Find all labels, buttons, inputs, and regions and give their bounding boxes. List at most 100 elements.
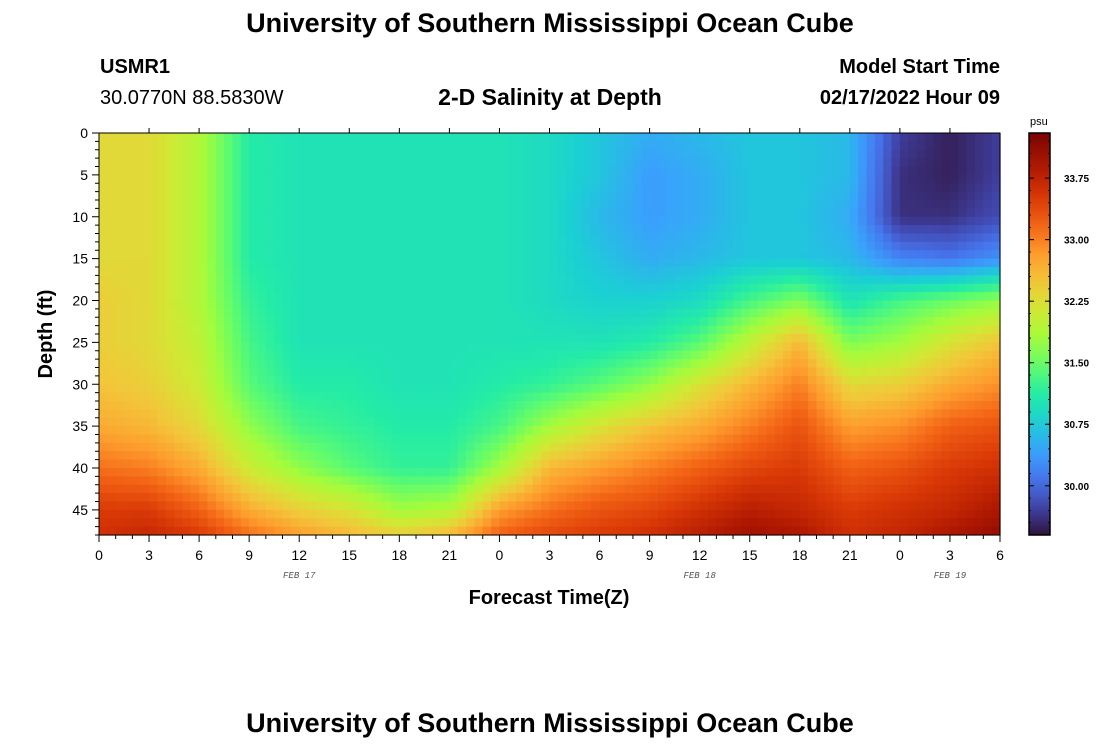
- heatmap-cell: [207, 200, 217, 209]
- heatmap-cell: [557, 459, 567, 469]
- heatmap-cell: [174, 392, 184, 402]
- heatmap-cell: [207, 442, 217, 452]
- heatmap-cell: [607, 359, 617, 369]
- heatmap-cell: [682, 317, 692, 327]
- heatmap-cell: [541, 434, 551, 444]
- heatmap-cell: [649, 292, 659, 302]
- heatmap-cell: [532, 166, 542, 176]
- heatmap-cell: [916, 275, 926, 285]
- heatmap-cell: [240, 367, 250, 377]
- heatmap-cell: [224, 191, 234, 201]
- heatmap-cell: [274, 267, 284, 276]
- heatmap-cell: [974, 426, 984, 436]
- heatmap-cell: [332, 442, 342, 452]
- heatmap-cell: [190, 442, 200, 452]
- heatmap-cell: [199, 267, 209, 276]
- heatmap-cell: [174, 468, 184, 477]
- heatmap-cell: [666, 501, 676, 511]
- heatmap-cell: [432, 392, 442, 402]
- heatmap-cell: [899, 367, 909, 377]
- heatmap-cell: [532, 426, 542, 436]
- heatmap-cell: [499, 493, 509, 503]
- heatmap-cell: [816, 375, 826, 385]
- heatmap-cell: [816, 384, 826, 394]
- heatmap-cell: [382, 141, 392, 151]
- heatmap-cell: [557, 275, 567, 285]
- heatmap-cell: [249, 208, 259, 218]
- heatmap-cell: [733, 442, 742, 452]
- heatmap-cell: [491, 241, 501, 251]
- heatmap-cell: [382, 267, 392, 276]
- heatmap-cell: [641, 158, 651, 168]
- heatmap-cell: [799, 401, 809, 410]
- heatmap-cell: [791, 476, 801, 486]
- heatmap-cell: [841, 250, 851, 260]
- heatmap-cell: [282, 392, 292, 402]
- heatmap-cell: [474, 417, 484, 427]
- heatmap-cell: [224, 200, 234, 209]
- heatmap-cell: [499, 325, 509, 335]
- heatmap-cell: [549, 141, 559, 151]
- heatmap-cell: [249, 233, 259, 243]
- heatmap-cell: [240, 174, 250, 184]
- heatmap-cell: [140, 283, 150, 293]
- heatmap-cell: [607, 342, 617, 352]
- heatmap-cell: [482, 493, 492, 503]
- heatmap-cell: [407, 342, 417, 352]
- heatmap-cell: [215, 476, 225, 486]
- heatmap-cell: [207, 509, 217, 519]
- heatmap-cell: [174, 317, 184, 327]
- heatmap-cell: [983, 174, 993, 184]
- heatmap-cell: [474, 267, 484, 276]
- heatmap-cell: [824, 434, 834, 444]
- heatmap-cell: [774, 342, 784, 352]
- heatmap-cell: [816, 484, 826, 494]
- heatmap-cell: [991, 367, 1001, 377]
- heatmap-cell: [115, 275, 125, 285]
- heatmap-cell: [424, 191, 434, 201]
- heatmap-cell: [708, 384, 717, 394]
- heatmap-cell: [407, 417, 417, 427]
- heatmap-cell: [290, 149, 300, 159]
- heatmap-cell: [474, 200, 484, 209]
- heatmap-cell: [657, 426, 667, 436]
- heatmap-cell: [899, 250, 909, 260]
- heatmap-cell: [215, 166, 225, 176]
- heatmap-cell: [274, 375, 284, 385]
- heatmap-cell: [933, 149, 943, 159]
- heatmap-cell: [115, 233, 125, 243]
- heatmap-cell: [816, 476, 826, 486]
- heatmap-cell: [382, 300, 392, 310]
- heatmap-cell: [257, 434, 267, 444]
- heatmap-cell: [491, 325, 501, 335]
- heatmap-cell: [607, 233, 617, 243]
- heatmap-cell: [591, 250, 601, 260]
- heatmap-cell: [566, 275, 576, 285]
- heatmap-cell: [257, 158, 267, 168]
- heatmap-cell: [874, 417, 884, 427]
- heatmap-cell: [624, 300, 634, 310]
- heatmap-cell: [566, 183, 576, 193]
- heatmap-cell: [165, 468, 175, 477]
- heatmap-cell: [749, 174, 759, 184]
- heatmap-cell: [349, 459, 359, 469]
- heatmap-cell: [924, 476, 934, 486]
- heatmap-cell: [190, 208, 200, 218]
- heatmap-cell: [365, 283, 375, 293]
- heatmap-cell: [974, 367, 984, 377]
- heatmap-cell: [574, 258, 584, 268]
- heatmap-cell: [657, 241, 667, 251]
- heatmap-cell: [783, 267, 793, 276]
- heatmap-cell: [107, 359, 117, 369]
- heatmap-cell: [182, 451, 192, 461]
- heatmap-cell: [432, 225, 442, 235]
- heatmap-cell: [357, 367, 367, 377]
- heatmap-cell: [424, 241, 434, 251]
- heatmap-cell: [165, 342, 175, 352]
- heatmap-cell: [866, 409, 876, 419]
- heatmap-cell: [816, 325, 826, 335]
- heatmap-cell: [657, 417, 667, 427]
- heatmap-cell: [182, 367, 192, 377]
- heatmap-cell: [407, 149, 417, 159]
- heatmap-cell: [591, 509, 601, 519]
